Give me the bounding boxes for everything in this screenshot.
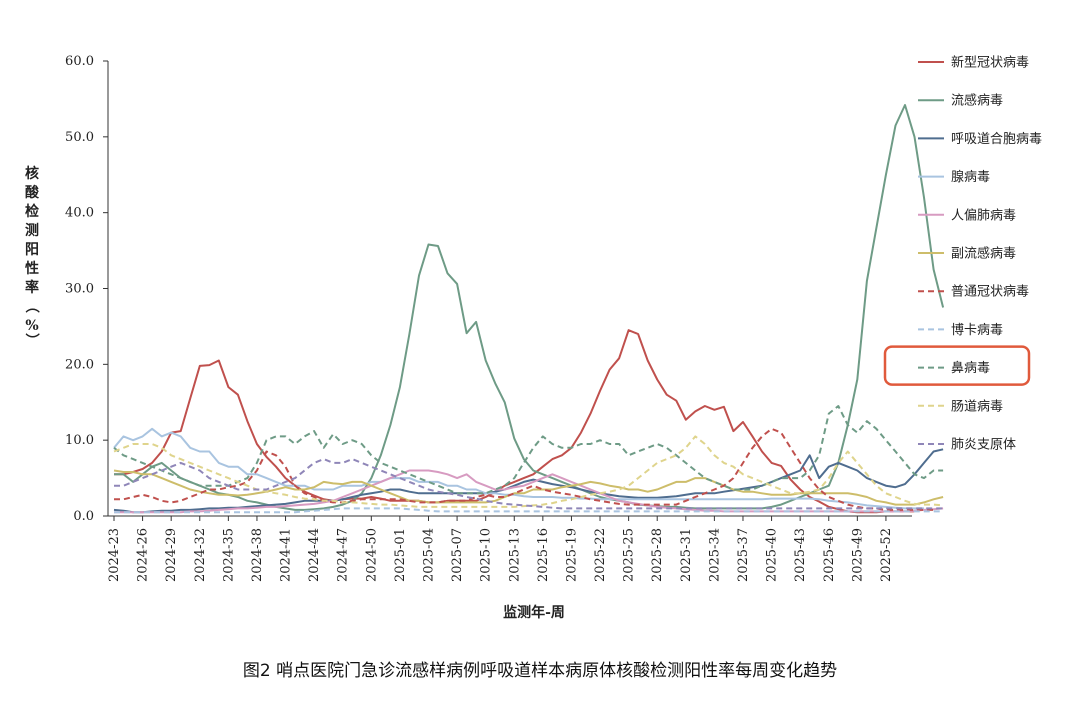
y-tick-label: 50.0 [65, 130, 94, 145]
x-tick-label: 2024-38 [250, 528, 265, 582]
x-tick-label: 2025-10 [479, 528, 494, 582]
x-tick-label: 2025-22 [593, 528, 608, 582]
series-line-1 [114, 329, 915, 514]
y-axis-title: 核酸检测阳性率 （%） [23, 165, 40, 347]
series-line-11 [114, 458, 944, 510]
x-tick-label: 2025-37 [736, 528, 751, 582]
x-tick-label: 2025-16 [536, 528, 551, 582]
y-axis-title-char: 率 [25, 279, 39, 296]
x-tick-label: 2024-50 [364, 528, 379, 582]
legend-label: 腺病毒 [951, 170, 990, 185]
x-tick-label: 2025-52 [879, 528, 894, 582]
x-tick-label: 2025-46 [822, 528, 837, 582]
x-tick-label: 2024-35 [221, 528, 236, 582]
figure-caption: 图2 哨点医院门急诊流感样病例呼吸道样本病原体核酸检测阳性率每周变化趋势 [242, 661, 838, 681]
x-tick-label: 2025-19 [564, 528, 579, 582]
y-axis-title-char: 核 [25, 165, 39, 182]
series-line-8 [114, 507, 944, 514]
x-tick-label: 2024-23 [107, 528, 122, 582]
y-tick-label: 0.0 [73, 509, 94, 524]
y-axis-title-char: ） [23, 333, 39, 347]
x-tick-label: 2025-01 [393, 528, 408, 582]
x-tick-label: 2025-31 [679, 528, 694, 582]
x-tick-label: 2025-43 [793, 528, 808, 582]
legend-label: 博卡病毒 [951, 323, 1003, 338]
x-tick-label: 2024-32 [193, 528, 208, 582]
y-tick-label: 10.0 [65, 433, 94, 448]
y-axis-title-char: 酸 [25, 184, 40, 201]
x-tick-label: 2025-25 [622, 528, 637, 582]
x-tick-label: 2024-41 [279, 528, 294, 582]
legend-label: 普通冠状病毒 [951, 285, 1029, 300]
y-axis-title-char: 阳 [25, 242, 39, 258]
y-axis-title-char: 检 [25, 203, 39, 220]
x-tick-label: 2025-04 [421, 528, 436, 582]
legend: 新型冠状病毒流感病毒呼吸道合胞病毒腺病毒人偏肺病毒副流感病毒普通冠状病毒博卡病毒… [883, 55, 1042, 453]
legend-label: 肠道病毒 [951, 399, 1003, 414]
series-line-7 [114, 427, 934, 511]
series-line-2 [114, 104, 945, 511]
series-line-3 [113, 448, 944, 514]
x-tick-label: 2025-07 [450, 528, 465, 582]
series-line-10 [113, 435, 944, 508]
x-axis-title: 监测年-周 [503, 604, 565, 621]
x-tick-label: 2025-13 [507, 528, 522, 582]
legend-highlight-box [883, 345, 1031, 386]
x-tick-label: 2024-26 [136, 528, 151, 582]
y-tick-label: 60.0 [65, 54, 94, 69]
x-tick-label: 2025-28 [650, 528, 665, 582]
x-tick-label: 2025-34 [707, 528, 722, 582]
legend-label: 呼吸道合胞病毒 [951, 132, 1042, 147]
x-tick-label: 2025-49 [850, 528, 865, 582]
y-tick-label: 40.0 [65, 206, 94, 221]
legend-label: 副流感病毒 [951, 246, 1016, 262]
x-tick-label: 2024-29 [164, 528, 179, 582]
legend-label: 人偏肺病毒 [951, 208, 1016, 223]
x-tick-label: 2024-47 [336, 528, 351, 582]
y-axis-title-char: % [25, 318, 38, 334]
legend-label: 肺炎支原体 [951, 438, 1016, 453]
legend-label: 流感病毒 [951, 93, 1003, 109]
series-line-4 [113, 427, 924, 510]
x-tick-label: 2025-40 [765, 528, 780, 582]
series-line-9 [113, 405, 944, 495]
legend-label: 新型冠状病毒 [951, 55, 1029, 71]
legend-label: 鼻病毒 [951, 360, 990, 376]
x-tick-label: 2024-44 [307, 528, 322, 582]
y-axis-title-char: 测 [25, 222, 39, 239]
y-tick-label: 20.0 [65, 357, 94, 372]
y-axis-title-char: （ [23, 299, 39, 313]
y-axis-title-char: 性 [25, 260, 39, 277]
y-tick-label: 30.0 [65, 282, 94, 297]
